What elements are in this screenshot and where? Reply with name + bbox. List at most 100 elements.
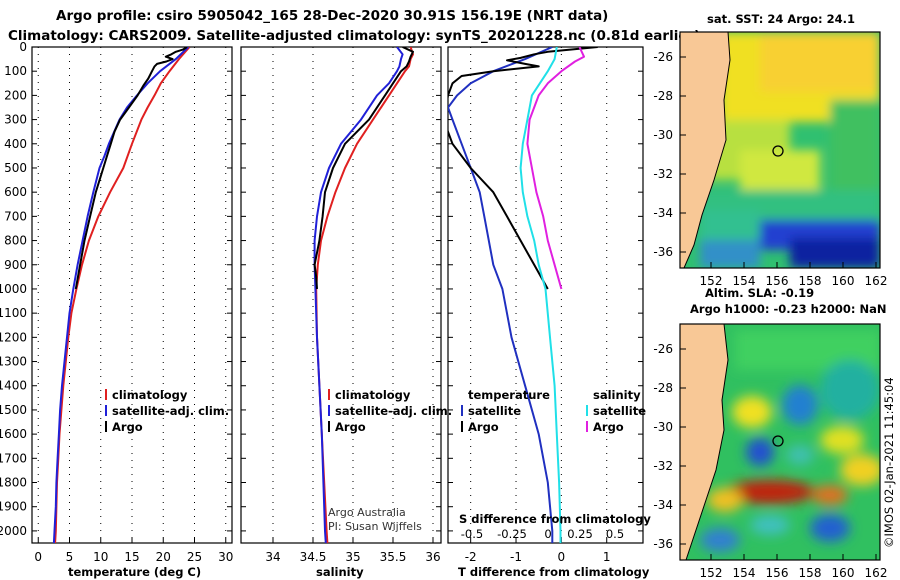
series-salinity-argo xyxy=(526,47,585,290)
depth-tick-label: 1000 xyxy=(0,282,27,296)
legend-label-s-satellite: satellite xyxy=(593,404,646,418)
legend-label-s-argo: Argo xyxy=(593,420,624,434)
depth-tick-label: 0 xyxy=(19,40,27,54)
sst-field xyxy=(700,32,880,268)
temperature-series-group xyxy=(52,47,191,543)
x-tick-label: 20 xyxy=(156,550,171,564)
lon-tick-label: 158 xyxy=(799,274,822,288)
lon-tick-label: 160 xyxy=(832,566,855,580)
salinity-legend: climatology satellite-adj. clim. Argo xyxy=(328,388,452,434)
x-tick-label: 35 xyxy=(345,550,360,564)
x-tick-label: -2 xyxy=(465,550,477,564)
series-salinity-satellite xyxy=(519,47,562,543)
legend-label-climatology: climatology xyxy=(335,388,411,402)
series-argo xyxy=(74,47,188,290)
s-difference-ticks: -0.5 -0.25 0 0.25 0.5 xyxy=(461,527,624,541)
lon-tick-label: 158 xyxy=(799,566,822,580)
salinity-panel-frame xyxy=(240,46,442,544)
lat-tick-label: -28 xyxy=(653,89,673,103)
figure-title-line2: Climatology: CARS2009. Satellite-adjuste… xyxy=(8,28,700,44)
lon-tick-label: 154 xyxy=(733,274,756,288)
legend-header-temperature: temperature xyxy=(468,388,550,402)
x-tick-label: 30 xyxy=(218,550,233,564)
x-tick-label: 15 xyxy=(124,550,139,564)
grid-layer xyxy=(37,47,608,543)
lat-tick-label: -36 xyxy=(653,537,673,551)
x-tick-label: 0 xyxy=(34,550,42,564)
s-diff-tick-label: -0.5 xyxy=(461,527,483,541)
sst-argo-position xyxy=(772,145,784,157)
s-diff-tick-label: -0.25 xyxy=(497,527,527,541)
difference-legend: temperature salinity satellite Argo sate… xyxy=(461,388,646,434)
sla-map-title1: Altim. SLA: -0.19 xyxy=(705,286,814,300)
lat-tick-label: -32 xyxy=(653,167,673,181)
series-temperature-argo xyxy=(448,47,598,290)
depth-tick-label: 100 xyxy=(4,64,27,78)
depth-tick-label: 1200 xyxy=(0,330,27,344)
legend-label-argo: Argo xyxy=(335,420,366,434)
depth-tick-label: 600 xyxy=(4,185,27,199)
x-tick-label: 5 xyxy=(66,550,74,564)
lon-tick-label: 152 xyxy=(700,274,723,288)
difference-panel-frame xyxy=(447,46,644,544)
depth-tick-label: 1800 xyxy=(0,476,27,490)
series-satellite-adj-clim- xyxy=(313,47,404,543)
x-tick-label: 36 xyxy=(425,550,440,564)
series-argo xyxy=(313,47,414,290)
depth-axis-labels: 0 100 200 300 400 500 600 700 800 900 1000 1100 1200… xyxy=(0,40,27,538)
lon-tick-label: 162 xyxy=(865,566,888,580)
depth-tick-label: 800 xyxy=(4,234,27,248)
note-pi: PI: Susan Wijffels xyxy=(328,520,422,533)
profile-series xyxy=(52,47,598,543)
x-tick-label: 34 xyxy=(265,550,280,564)
depth-tick-label: 300 xyxy=(4,113,27,127)
temperature-panel-frame xyxy=(31,46,233,544)
x-tick-label: 34.5 xyxy=(300,550,327,564)
lat-tick-label: -34 xyxy=(653,498,673,512)
figure-title-line1: Argo profile: csiro 5905042_165 28-Dec-2… xyxy=(56,8,608,24)
depth-tick-label: 2000 xyxy=(0,524,27,538)
sst-map-ticks: -26 -28 -30 -32 -34 -36 152 154 156 158 160 162 xyxy=(653,50,887,288)
legend-header-salinity: salinity xyxy=(593,388,641,402)
s-diff-tick-label: 0.25 xyxy=(567,527,593,541)
legend-label-argo: Argo xyxy=(112,420,143,434)
sla-map xyxy=(680,324,880,560)
sst-map-title: sat. SST: 24 Argo: 24.1 xyxy=(707,12,855,26)
x-tick-label: 25 xyxy=(187,550,202,564)
depth-tick-label: 700 xyxy=(4,209,27,223)
axis-ticks: 0 5 10 15 20 25 30 34 34.5 35 35.5 36 -2 -1 0 1 xyxy=(32,46,643,564)
legend-label-satellite: satellite-adj. clim. xyxy=(335,404,452,418)
depth-tick-label: 1300 xyxy=(0,355,27,369)
lat-tick-label: -26 xyxy=(653,342,673,356)
depth-tick-label: 1600 xyxy=(0,427,27,441)
note-argo-australia: Argo Australia xyxy=(328,506,406,519)
x-tick-label: -1 xyxy=(510,550,522,564)
x-tick-label: 35.5 xyxy=(380,550,407,564)
sla-map-title2: Argo h1000: -0.23 h2000: NaN xyxy=(690,302,886,316)
temperature-xlabel: temperature (deg C) xyxy=(68,565,201,579)
sla-map-frame xyxy=(679,323,881,561)
lat-tick-label: -30 xyxy=(653,128,673,142)
sst-map xyxy=(680,32,880,268)
lat-tick-label: -34 xyxy=(653,206,673,220)
sla-map-ticks: -26 -28 -30 -32 -34 -36 152 154 156 158 160 162 xyxy=(653,342,887,580)
s-diff-tick-label: 0.5 xyxy=(606,527,624,541)
lat-tick-label: -30 xyxy=(653,420,673,434)
x-tick-label: 0 xyxy=(558,550,566,564)
lon-tick-label: 152 xyxy=(700,566,723,580)
depth-tick-label: 1100 xyxy=(0,306,27,320)
lon-tick-label: 162 xyxy=(865,274,888,288)
temperature-legend: climatology satellite-adj. clim. Argo xyxy=(105,388,229,434)
legend-label-t-satellite: satellite xyxy=(468,404,521,418)
series-climatology xyxy=(54,47,191,543)
sla-argo-position xyxy=(772,435,784,447)
sst-map-frame xyxy=(679,31,881,269)
series-temperature-satellite xyxy=(448,47,554,543)
series-satellite-adj-clim- xyxy=(52,47,189,543)
imos-credit: ©IMOS 02-Jan-2021 11:45:04 xyxy=(882,377,896,548)
sla-land xyxy=(680,324,729,560)
lon-tick-label: 156 xyxy=(766,274,789,288)
lat-tick-label: -36 xyxy=(653,245,673,259)
sst-land xyxy=(680,32,731,268)
